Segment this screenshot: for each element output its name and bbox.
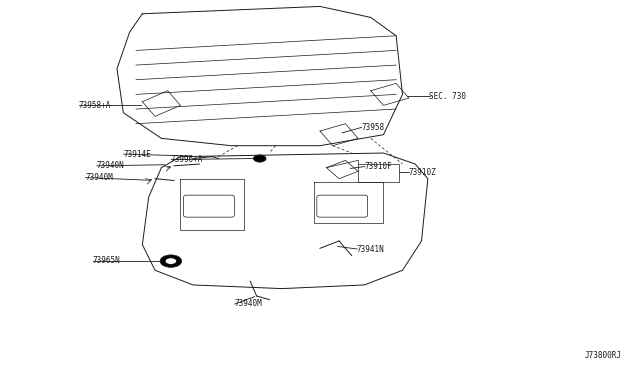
Text: J73800RJ: J73800RJ <box>584 351 621 360</box>
Text: 73910F: 73910F <box>364 162 392 171</box>
Circle shape <box>165 258 177 264</box>
Text: 73996+A: 73996+A <box>171 155 204 164</box>
Text: 73914E: 73914E <box>124 150 151 158</box>
Bar <box>358 164 399 182</box>
Text: 73941N: 73941N <box>356 244 385 254</box>
Circle shape <box>253 155 266 162</box>
Circle shape <box>160 255 182 267</box>
Text: 73965N: 73965N <box>93 256 120 265</box>
Text: 73958: 73958 <box>361 123 385 132</box>
Text: 73910Z: 73910Z <box>409 167 436 177</box>
Text: SEC. 730: SEC. 730 <box>429 92 466 101</box>
Text: 73940M: 73940M <box>85 173 113 182</box>
Text: 73940N: 73940N <box>97 161 124 170</box>
Text: 73940M: 73940M <box>234 299 262 308</box>
Text: 73958+A: 73958+A <box>79 101 111 110</box>
